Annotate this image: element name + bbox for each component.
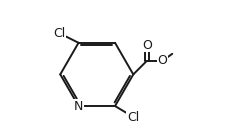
Text: O: O: [157, 54, 166, 67]
Text: O: O: [141, 39, 151, 52]
Text: Cl: Cl: [53, 27, 65, 40]
Text: N: N: [74, 99, 83, 112]
Text: Cl: Cl: [127, 111, 139, 124]
